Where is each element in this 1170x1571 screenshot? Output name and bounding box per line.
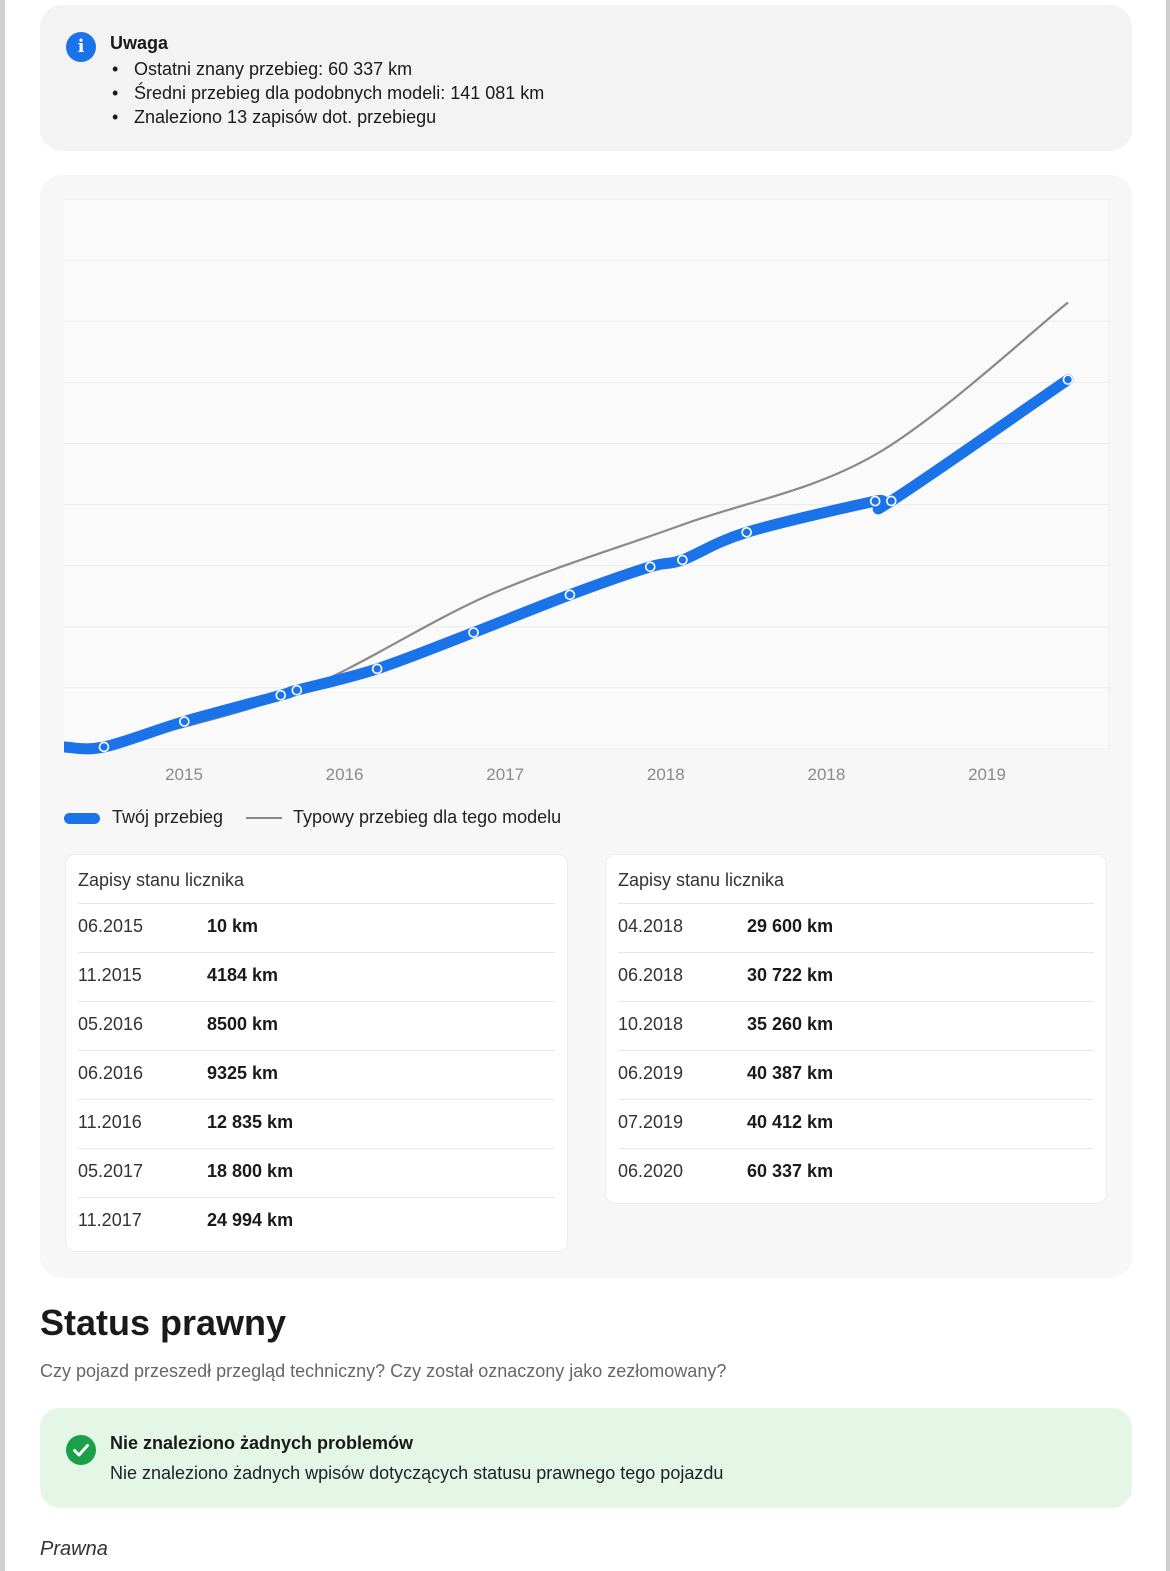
odometer-records-left: Zapisy stanu licznika 06.2015 10 km 11.20…	[65, 854, 568, 1252]
record-date: 05.2016	[78, 1014, 144, 1034]
table-row: 06.2019 40 387 km	[618, 1050, 1094, 1099]
x-tick-label: 2016	[326, 765, 364, 784]
mileage-notice: i Uwaga Ostatni znany przebieg: 60 337 k…	[40, 5, 1132, 151]
table-row: 11.2017 24 994 km	[78, 1197, 555, 1246]
check-circle-icon	[66, 1435, 96, 1465]
record-date: 06.2020	[618, 1161, 684, 1181]
record-km: 40 412 km	[747, 1112, 834, 1132]
x-tick-label: 2017	[486, 765, 524, 784]
notice-item: Średni przebieg dla podobnych modeli: 14…	[112, 81, 544, 105]
legend-swatch-typical	[246, 817, 282, 819]
notice-item: Znaleziono 13 zapisów dot. przebiegu	[112, 105, 544, 129]
record-date: 06.2015	[78, 916, 144, 936]
record-date: 06.2016	[78, 1063, 144, 1083]
section-title-legal-status: Status prawny	[40, 1302, 287, 1343]
data-point	[677, 554, 688, 566]
records-title: Zapisy stanu licznika	[618, 870, 785, 890]
record-km: 18 800 km	[207, 1161, 294, 1181]
table-row: 06.2015 10 km	[78, 903, 555, 952]
x-tick-label: 2018	[807, 765, 845, 784]
notice-title: Uwaga	[110, 33, 169, 53]
record-date: 11.2015	[78, 965, 142, 985]
data-point	[468, 627, 479, 638]
section-subtitle: Czy pojazd przeszedł przegląd techniczny…	[40, 1361, 727, 1381]
mileage-card: 2015 2016 2017 2018 2018 2019 Twój przebieg T…	[40, 175, 1132, 1278]
legend-label-yours: Twój przebieg	[112, 807, 224, 827]
mileage-chart: 2015 2016 2017 2018 2018 2019	[64, 199, 1110, 784]
record-date: 11.2017	[78, 1210, 142, 1230]
record-km: 8500 km	[207, 1014, 279, 1034]
data-point	[98, 741, 110, 753]
data-point	[644, 561, 656, 573]
record-km: 60 337 km	[747, 1161, 834, 1181]
table-row: 06.2020 60 337 km	[618, 1148, 1094, 1197]
record-km: 24 994 km	[207, 1210, 294, 1230]
legend-swatch-yours	[64, 813, 100, 824]
record-date: 04.2018	[618, 916, 684, 936]
records-rows: 04.2018 29 600 km 06.2018 30 722 km 10.201…	[618, 903, 1094, 1197]
watermark: Prawna	[40, 1538, 108, 1560]
record-date: 07.2019	[618, 1112, 684, 1132]
data-point	[179, 716, 190, 727]
table-row: 06.2016 9325 km	[78, 1050, 555, 1099]
notice-list: Ostatni znany przebieg: 60 337 km Średni…	[112, 57, 544, 129]
data-point	[869, 495, 881, 507]
status-result-title: Nie znaleziono żadnych problemów	[110, 1433, 414, 1453]
data-point	[1062, 374, 1074, 385]
data-point	[275, 689, 287, 701]
mileage-chart-svg: 2015 2016 2017 2018 2018 2019	[64, 199, 1110, 784]
record-km: 35 260 km	[747, 1014, 834, 1034]
x-tick-label: 2015	[165, 765, 203, 784]
series-line-typical	[103, 301, 1069, 749]
record-date: 06.2019	[618, 1063, 684, 1083]
data-point	[291, 684, 303, 696]
record-km: 30 722 km	[747, 965, 834, 985]
left-edge	[0, 0, 5, 1571]
series-line-yours	[64, 374, 1074, 755]
table-row: 05.2017 18 800 km	[78, 1148, 555, 1197]
record-date: 10.2018	[618, 1014, 684, 1034]
table-row: 10.2018 35 260 km	[618, 1001, 1094, 1050]
x-tick-label: 2018	[647, 765, 685, 784]
odometer-records-right: Zapisy stanu licznika 04.2018 29 600 km 0…	[605, 854, 1107, 1204]
record-km: 9325 km	[207, 1063, 279, 1083]
record-date: 06.2018	[618, 965, 684, 985]
records-title: Zapisy stanu licznika	[78, 870, 245, 890]
table-row: 05.2016 8500 km	[78, 1001, 555, 1050]
table-row: 04.2018 29 600 km	[618, 903, 1094, 952]
table-row: 11.2015 4184 km	[78, 952, 555, 1001]
record-km: 29 600 km	[747, 916, 834, 936]
record-km: 10 km	[207, 916, 259, 936]
data-point	[885, 495, 897, 507]
status-result-text: Nie znaleziono żadnych wpisów dotyczącyc…	[110, 1463, 724, 1483]
info-icon: i	[66, 32, 96, 62]
x-tick-label: 2019	[968, 765, 1006, 784]
record-km: 4184 km	[207, 965, 279, 985]
data-point	[741, 527, 752, 538]
data-point	[371, 663, 383, 675]
legal-status-result: Nie znaleziono żadnych problemów Nie zna…	[40, 1408, 1132, 1508]
table-row: 11.2016 12 835 km	[78, 1099, 555, 1148]
records-rows: 06.2015 10 km 11.2015 4184 km 05.2016 8500 …	[78, 903, 555, 1246]
legend-label-typical: Typowy przebieg dla tego modelu	[293, 807, 562, 827]
table-row: 06.2018 30 722 km	[618, 952, 1094, 1001]
data-point	[564, 589, 576, 601]
table-row: 07.2019 40 412 km	[618, 1099, 1094, 1148]
record-date: 05.2017	[78, 1161, 144, 1181]
record-km: 12 835 km	[207, 1112, 294, 1132]
record-date: 11.2016	[78, 1112, 142, 1132]
record-km: 40 387 km	[747, 1063, 834, 1083]
notice-item: Ostatni znany przebieg: 60 337 km	[112, 57, 544, 81]
scrollbar[interactable]	[1166, 0, 1170, 1571]
